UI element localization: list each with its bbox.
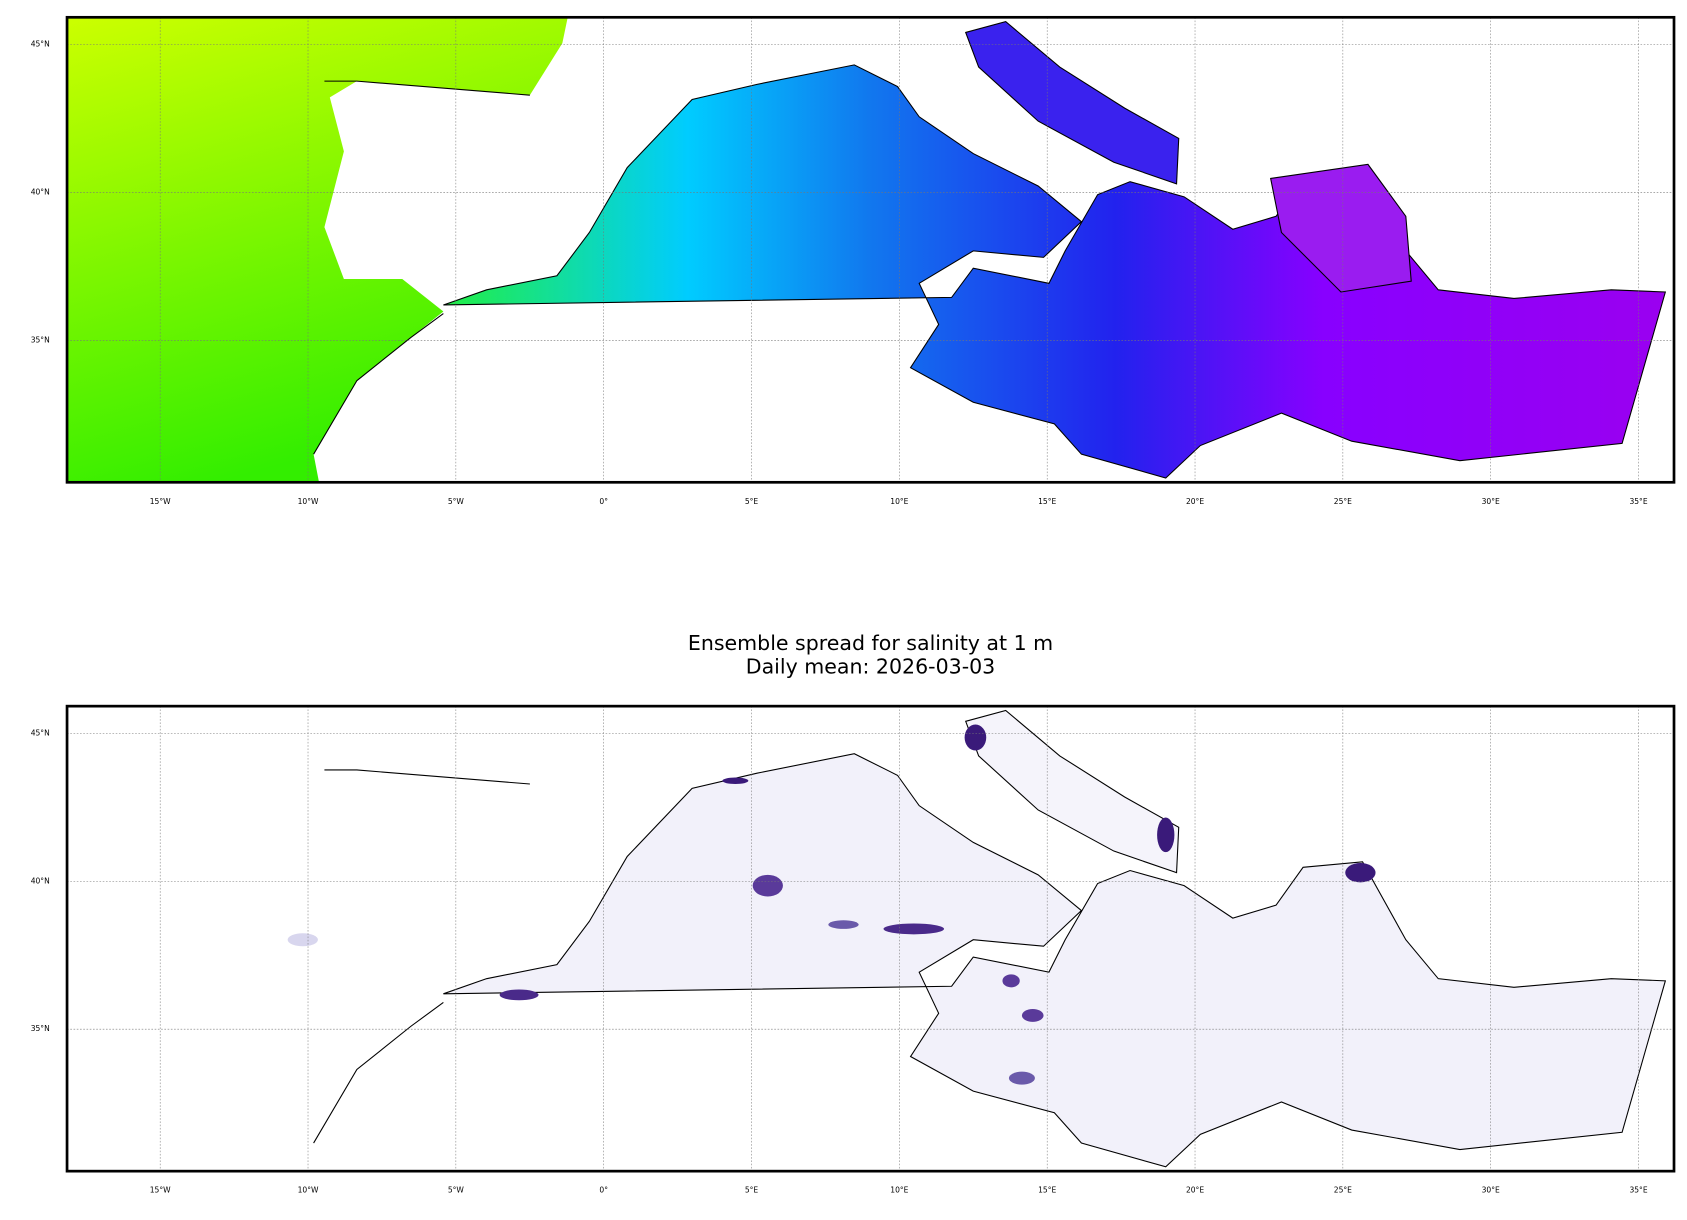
x-tick-label: 30°E	[1482, 1186, 1500, 1195]
spread-blob	[1345, 862, 1376, 883]
spread-blob	[1002, 974, 1020, 988]
x-tick-label: 30°E	[1482, 497, 1500, 506]
y-tick-label: 40°N	[31, 187, 50, 196]
spread-blob	[287, 933, 318, 947]
x-tick-label: 35°E	[1629, 1186, 1647, 1195]
spread-blob	[499, 989, 539, 1001]
y-tick-label: 45°N	[31, 40, 50, 49]
x-tick-label: 5°W	[448, 497, 465, 506]
y-tick-label: 35°N	[31, 335, 50, 344]
y-tick-label: 40°N	[31, 876, 50, 885]
spread-blob	[1008, 1071, 1035, 1085]
x-tick-label: 25°E	[1334, 497, 1352, 506]
title-line: Daily mean: 2026-03-03	[746, 655, 995, 679]
x-tick-label: 15°E	[1038, 497, 1056, 506]
x-tick-label: 10°W	[298, 497, 319, 506]
x-tick-label: 5°E	[745, 1186, 759, 1195]
coastline	[313, 80, 530, 455]
x-tick-label: 20°E	[1186, 497, 1204, 506]
map-panel	[67, 706, 1675, 1172]
coastline	[313, 769, 530, 1144]
x-tick-label: 15°W	[150, 497, 171, 506]
x-tick-label: 10°E	[890, 1186, 908, 1195]
x-tick-label: 0°	[599, 1186, 608, 1195]
x-tick-label: 10°W	[298, 1186, 319, 1195]
y-tick-label: 45°N	[31, 728, 50, 737]
x-tick-label: 5°W	[448, 1186, 465, 1195]
x-tick-label: 15°E	[1038, 1186, 1056, 1195]
x-tick-label: 20°E	[1186, 1186, 1204, 1195]
x-tick-label: 0°	[599, 497, 608, 506]
spread-blob	[1021, 1008, 1044, 1022]
y-tick-label: 35°N	[31, 1024, 50, 1033]
x-tick-label: 35°E	[1629, 497, 1647, 506]
spread-blob	[964, 724, 987, 751]
spread-blob	[722, 777, 749, 785]
figure-content: Ensemble spread for salinity at 1 m Dail…	[31, 15, 1676, 1195]
spread-blob	[828, 920, 859, 929]
aegean-field	[1270, 163, 1412, 293]
map-frame	[65, 15, 1676, 484]
spread-blob	[752, 874, 783, 897]
x-tick-label: 5°E	[745, 497, 759, 506]
title-line: Ensemble spread for salinity at 1 m	[688, 631, 1053, 655]
map-frame	[65, 704, 1676, 1173]
x-tick-label: 25°E	[1334, 1186, 1352, 1195]
spread-blob	[1157, 817, 1175, 853]
map-panel	[67, 17, 1675, 483]
spread-field	[287, 709, 1666, 1168]
x-tick-label: 15°W	[150, 1186, 171, 1195]
x-tick-label: 10°E	[890, 497, 908, 506]
spread-blob	[883, 923, 945, 935]
